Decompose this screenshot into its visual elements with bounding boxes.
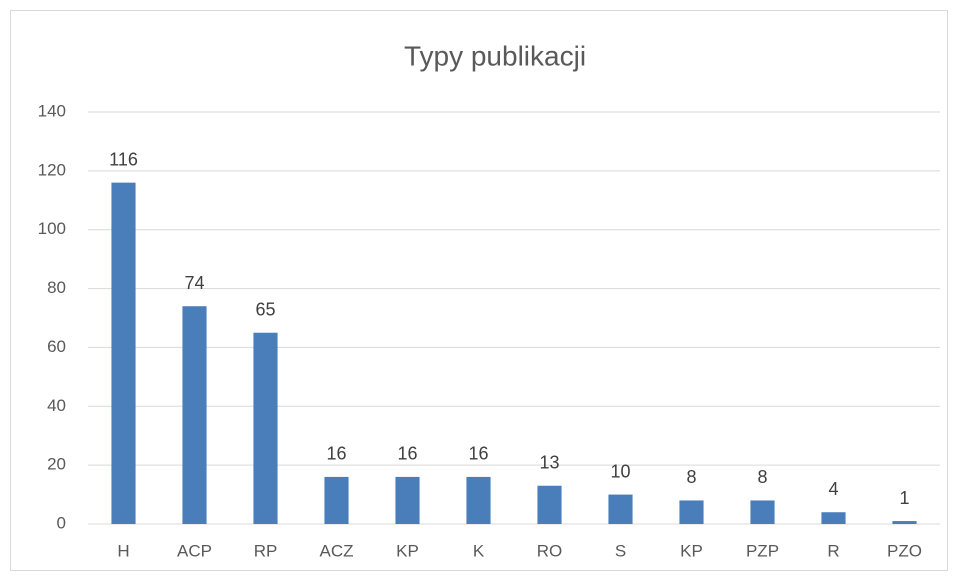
bar	[892, 521, 917, 524]
y-tick-label: 80	[47, 278, 66, 297]
bar	[608, 494, 633, 524]
data-label: 8	[686, 467, 696, 487]
y-tick-label: 60	[47, 337, 66, 356]
data-label: 10	[610, 461, 630, 481]
y-tick-label: 20	[47, 455, 66, 474]
y-tick-label: 100	[38, 219, 66, 238]
bar	[821, 512, 846, 524]
x-tick-label: PZO	[887, 541, 922, 560]
bar	[253, 332, 278, 524]
bar	[111, 182, 136, 524]
data-label: 16	[326, 444, 346, 464]
data-label: 16	[468, 444, 488, 464]
bar	[679, 500, 704, 524]
x-tick-label: S	[615, 541, 626, 560]
data-label: 1	[899, 488, 909, 508]
x-tick-label: KP	[396, 541, 419, 560]
bar	[395, 476, 420, 524]
y-tick-label: 120	[38, 160, 66, 179]
x-tick-label: RP	[254, 541, 278, 560]
bar	[466, 476, 491, 524]
data-label: 16	[397, 444, 417, 464]
y-tick-label: 0	[57, 513, 66, 532]
y-tick-label: 40	[47, 396, 66, 415]
bar	[182, 306, 207, 524]
data-label: 8	[757, 467, 767, 487]
x-tick-label: ACP	[177, 541, 212, 560]
y-tick-label: 140	[38, 101, 66, 120]
data-label: 116	[109, 149, 138, 169]
x-tick-label: K	[473, 541, 485, 560]
data-label: 13	[539, 452, 559, 472]
data-label: 65	[255, 299, 275, 319]
x-tick-label: R	[827, 541, 839, 560]
bar	[324, 476, 349, 524]
x-tick-label: KP	[680, 541, 703, 560]
data-label: 4	[828, 479, 838, 499]
data-label: 74	[184, 273, 204, 293]
bar	[750, 500, 775, 524]
x-tick-label: PZP	[746, 541, 779, 560]
chart-title: Typy publikacji	[404, 40, 586, 71]
bar	[537, 485, 562, 524]
x-tick-label: H	[117, 541, 129, 560]
x-tick-label: RO	[537, 541, 563, 560]
x-tick-label: ACZ	[320, 541, 354, 560]
